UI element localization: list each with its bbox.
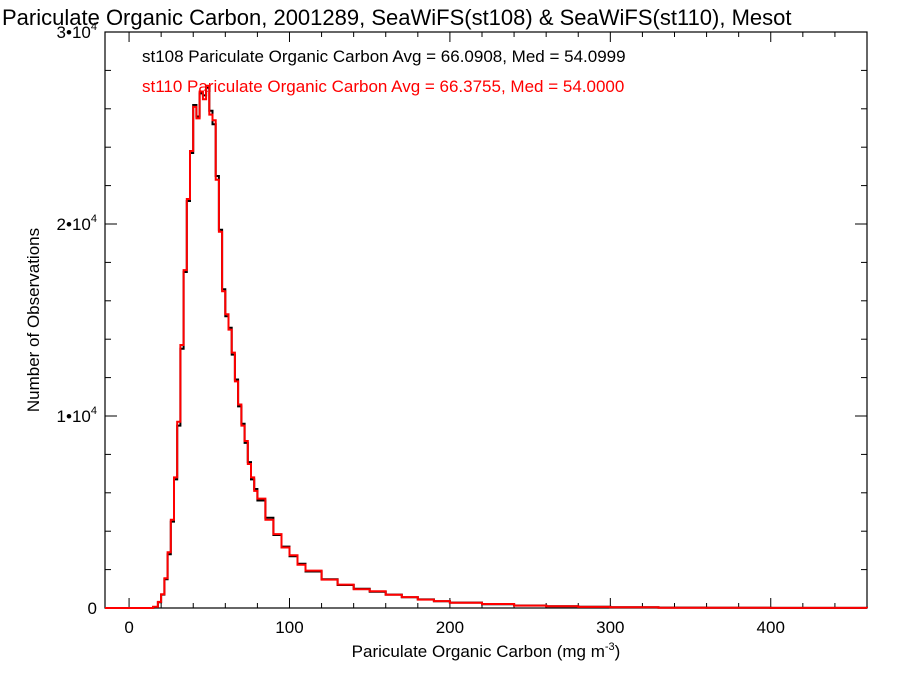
- plot-frame: [104, 31, 868, 609]
- y-axis-label: Number of Observations: [24, 228, 43, 412]
- series-line-st110: [105, 84, 868, 609]
- x-tick-label: 100: [275, 618, 303, 637]
- y-tick-label: 2•104: [57, 213, 97, 234]
- x-tick-label: 400: [757, 618, 785, 637]
- y-tick-label: 0: [88, 599, 97, 618]
- legend: st108 Pariculate Organic Carbon Avg = 66…: [142, 47, 626, 96]
- x-tick-label: 0: [124, 618, 133, 637]
- x-axis-label: Pariculate Organic Carbon (mg m-3): [352, 641, 621, 661]
- y-axis: 0 1•104 2•104 3•104: [57, 21, 867, 618]
- legend-entry-st110: st110 Pariculate Organic Carbon Avg = 66…: [142, 77, 624, 96]
- series-layer: [105, 84, 868, 609]
- x-tick-label: 200: [436, 618, 464, 637]
- x-tick-label: 300: [596, 618, 624, 637]
- chart-title: Pariculate Organic Carbon, 2001289, SeaW…: [2, 5, 792, 30]
- x-axis: 0 100 200 300 400: [124, 32, 836, 637]
- y-tick-label: 1•104: [57, 405, 97, 426]
- series-line-st108: [105, 86, 868, 609]
- y-tick-label: 3•104: [57, 21, 97, 42]
- legend-entry-st108: st108 Pariculate Organic Carbon Avg = 66…: [142, 47, 626, 66]
